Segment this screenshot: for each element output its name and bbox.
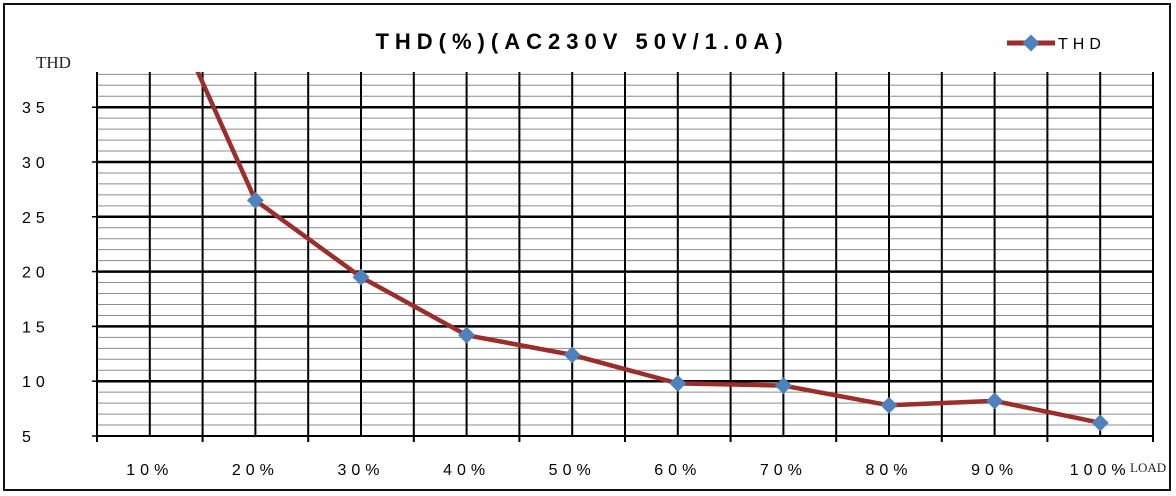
x-tick-label: 70% <box>760 462 807 479</box>
data-point-marker <box>246 191 264 209</box>
x-tick-label: 20% <box>232 462 279 479</box>
x-tick-labels: 10% 20% 30% 40% 50% 60% 70% 80% 90% 100% <box>126 462 1131 479</box>
legend: THD <box>1007 34 1106 53</box>
y-tick-label: 20 <box>22 265 50 282</box>
y-tick-label: 35 <box>22 100 50 117</box>
x-tick-label: 40% <box>443 462 490 479</box>
data-point-marker <box>1091 414 1109 432</box>
x-tick-label: 10% <box>126 462 173 479</box>
series-line-thd <box>195 72 1101 426</box>
data-point-marker <box>669 374 687 392</box>
data-point-marker <box>352 268 370 286</box>
y-tick-label: 15 <box>22 319 50 336</box>
x-tick-label: 100% <box>1070 462 1131 479</box>
y-tick-label: 25 <box>22 210 50 227</box>
y-tick-labels: 5 10 15 20 25 30 35 <box>22 100 50 446</box>
chart-title: THD(%)(AC230V 50V/1.0A) <box>375 29 788 54</box>
data-point-marker <box>986 392 1004 410</box>
x-tick-label: 50% <box>549 462 596 479</box>
legend-marker <box>1022 34 1040 52</box>
legend-label-thd: THD <box>1058 36 1106 53</box>
data-point-marker <box>774 377 792 395</box>
data-point-marker <box>880 396 898 414</box>
data-point-marker <box>563 346 581 364</box>
axes <box>92 72 1153 437</box>
x-tick-label: 60% <box>654 462 701 479</box>
vertical-gridlines <box>96 72 1154 442</box>
x-tick-label: 90% <box>971 462 1018 479</box>
chart-frame <box>3 3 1171 491</box>
series-layer <box>195 72 1101 426</box>
y-tick-label: 5 <box>22 429 36 446</box>
y-tick-label: 10 <box>22 374 50 391</box>
x-tick-label: 80% <box>865 462 912 479</box>
data-point-marker <box>458 326 476 344</box>
x-tick-label: 30% <box>337 462 384 479</box>
y-tick-label: 30 <box>22 155 50 172</box>
y-axis-label: THD <box>36 53 71 72</box>
x-axis-label: LOAD <box>1130 460 1166 475</box>
